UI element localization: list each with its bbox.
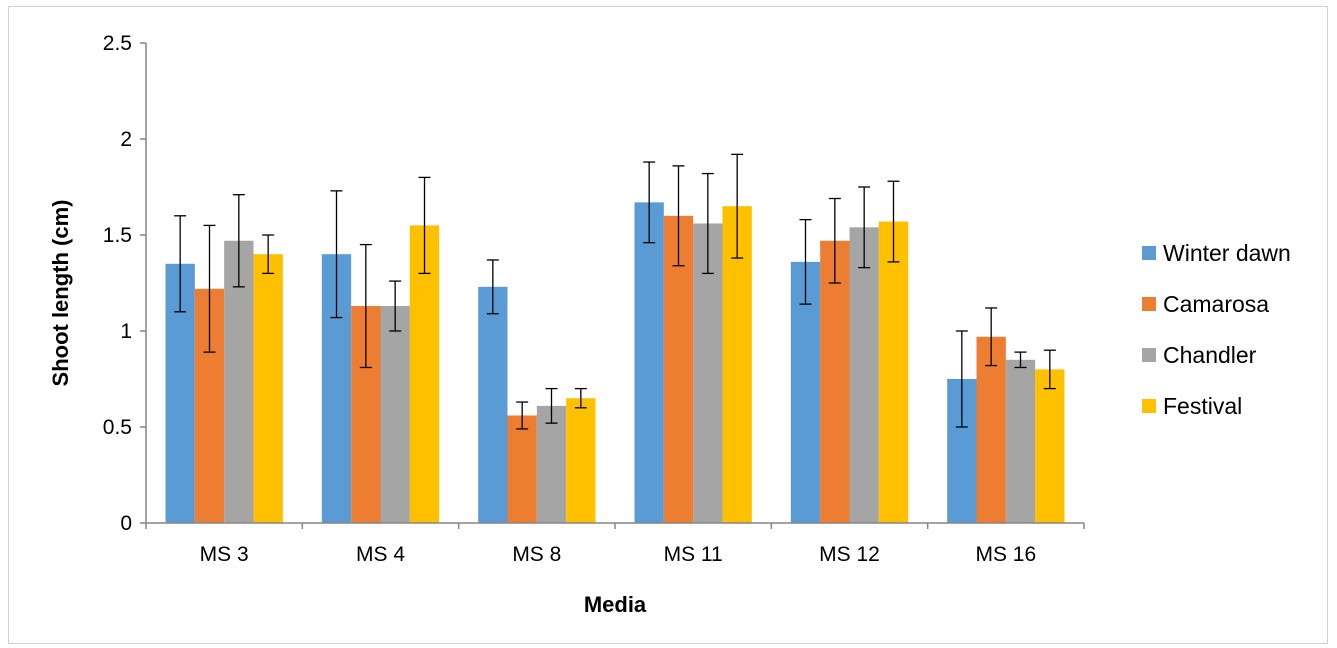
y-tick-label: 2 [120,128,132,151]
legend-swatch [1142,297,1156,311]
x-tick-label: MS 8 [512,543,561,566]
legend-label: Festival [1163,393,1242,419]
bar [722,206,752,523]
bar [634,202,664,524]
y-tick-label: 1 [120,320,132,343]
bar [849,227,879,523]
legend-swatch [1142,246,1156,260]
axes-layer [145,43,1084,524]
legend-label: Winter dawn [1163,240,1291,266]
bar [253,254,283,523]
bar [380,306,410,523]
bar [790,261,821,523]
bar [663,215,694,524]
bar [1035,369,1065,523]
x-ticks-layer: MS 3 MS 4 MS 8 MS 11 MS 12 MS 16 [145,523,1085,566]
bar [1005,359,1036,523]
legend-swatch [1142,399,1156,413]
x-axis-title: Media [584,592,647,617]
bars-layer [165,202,1065,524]
x-tick-label: MS 3 [200,543,249,566]
y-tick-label: 0.5 [103,416,132,439]
x-tick-label: MS 12 [819,543,880,566]
bar [976,336,1006,523]
x-tick-label: MS 16 [975,543,1036,566]
legend: Winter dawn Camarosa Chandler Festival [1142,240,1291,419]
y-tick-label: 1.5 [103,224,132,247]
bar [536,405,567,523]
bar [409,225,440,523]
bar [566,398,596,523]
bar [478,286,508,523]
legend-label: Chandler [1163,342,1257,368]
bar [507,415,537,523]
y-ticks-layer: 0 0.5 1 1.5 2 2.5 [103,32,146,535]
bar [820,240,850,523]
y-tick-label: 0 [120,512,132,535]
bar [224,240,254,523]
y-tick-label: 2.5 [103,32,132,55]
legend-swatch [1142,348,1156,362]
bar [878,221,909,523]
y-axis-title: Shoot length (cm) [48,200,73,387]
error-bars-layer [174,153,1056,430]
x-tick-label: MS 4 [356,543,405,566]
x-tick-label: MS 11 [664,543,723,566]
legend-label: Camarosa [1163,291,1269,317]
